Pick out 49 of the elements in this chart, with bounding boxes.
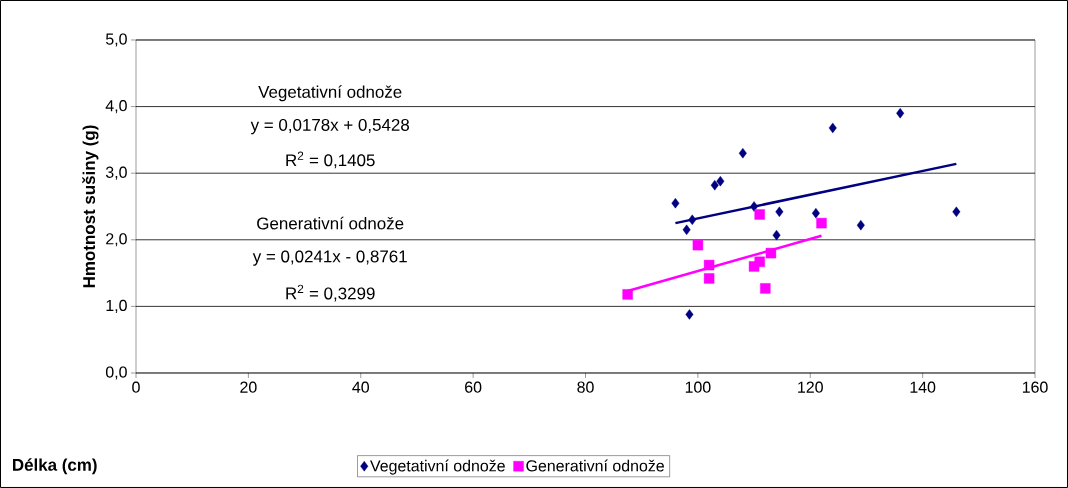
x-tick-label: 0 [132, 381, 140, 393]
point [772, 229, 781, 241]
point [703, 273, 715, 284]
point [952, 206, 961, 218]
x-tick-label: 40 [352, 381, 369, 393]
x-tick-label: 80 [577, 381, 594, 393]
x-tick-label: 60 [465, 381, 482, 393]
y-axis-title: Hmotnost sušiny (g) [82, 125, 99, 288]
y-tick-label: 0,0 [105, 366, 127, 380]
legend-label: Generativní odnože [526, 459, 664, 472]
point [692, 239, 704, 251]
point [685, 309, 694, 320]
point [765, 247, 777, 259]
y-tick-label: 2,0 [106, 233, 127, 247]
annotation: y = 0,0178x + 0,5428 [250, 118, 410, 135]
y-tick-label: 3,0 [105, 166, 127, 180]
point [682, 224, 691, 235]
x-tick-label: 160 [1022, 381, 1048, 393]
x-tick-label: 20 [240, 381, 257, 393]
legend-label: Vegetativní odnože [370, 459, 505, 475]
point [754, 256, 765, 267]
x-axis-title: Délka (cm) [13, 458, 97, 475]
point [703, 259, 715, 271]
point [754, 209, 765, 220]
annotation: Vegetativní odnože [258, 85, 402, 102]
point [622, 289, 633, 300]
y-tick-label: 4,0 [105, 100, 127, 114]
point [856, 219, 865, 231]
point [896, 108, 905, 119]
point [760, 283, 771, 294]
annotation: R$^{2}$ = 0,1405 [286, 151, 375, 169]
annotation: R$^{2}$ = 0,3299 [286, 284, 375, 302]
y-tick-label: 1,0 [106, 299, 127, 313]
point [671, 197, 680, 209]
point [750, 201, 759, 212]
point [828, 122, 837, 134]
point [738, 148, 747, 159]
x-tick-label: 120 [798, 381, 823, 393]
annotation: Generativní odnože [257, 216, 404, 230]
point [811, 207, 820, 219]
point [716, 175, 725, 187]
x-tick-label: 140 [910, 381, 936, 393]
point [775, 206, 784, 218]
y-tick-label: 5,0 [105, 33, 127, 47]
annotation: y = 0,0241x - 0,8761 [252, 250, 407, 266]
point [816, 217, 827, 229]
x-tick-label: 100 [685, 381, 711, 393]
point [710, 179, 719, 191]
point [688, 214, 697, 226]
